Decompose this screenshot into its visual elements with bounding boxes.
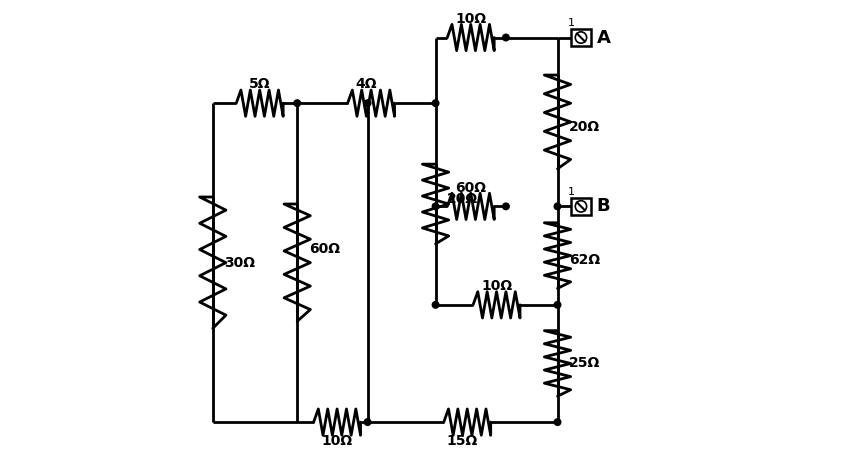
Circle shape [432, 203, 439, 210]
Text: 1: 1 [568, 18, 575, 28]
Text: 60Ω: 60Ω [309, 242, 340, 256]
Text: 5Ω: 5Ω [249, 77, 271, 91]
Circle shape [575, 32, 587, 43]
Circle shape [432, 302, 439, 308]
Circle shape [432, 100, 439, 106]
Text: 10Ω: 10Ω [481, 279, 512, 293]
Circle shape [364, 100, 371, 106]
Text: 4Ω: 4Ω [356, 77, 377, 91]
Circle shape [502, 34, 509, 41]
Text: A: A [597, 29, 610, 46]
Text: 20Ω: 20Ω [569, 120, 600, 134]
Text: 62Ω: 62Ω [569, 253, 600, 267]
Text: 10Ω: 10Ω [321, 434, 352, 448]
Circle shape [294, 100, 300, 106]
Bar [571, 198, 591, 215]
Circle shape [575, 201, 587, 212]
Circle shape [554, 419, 561, 425]
Bar [571, 29, 591, 46]
Text: B: B [597, 197, 610, 215]
Circle shape [554, 203, 561, 210]
Text: 1: 1 [568, 187, 575, 197]
Text: 20Ω: 20Ω [448, 192, 479, 206]
Text: 15Ω: 15Ω [447, 434, 478, 448]
Text: 30Ω: 30Ω [224, 256, 255, 270]
Circle shape [364, 419, 371, 425]
Circle shape [554, 302, 561, 308]
Text: 25Ω: 25Ω [569, 356, 600, 371]
Text: 60Ω: 60Ω [455, 181, 486, 195]
Circle shape [502, 203, 509, 210]
Text: 10Ω: 10Ω [455, 12, 486, 26]
